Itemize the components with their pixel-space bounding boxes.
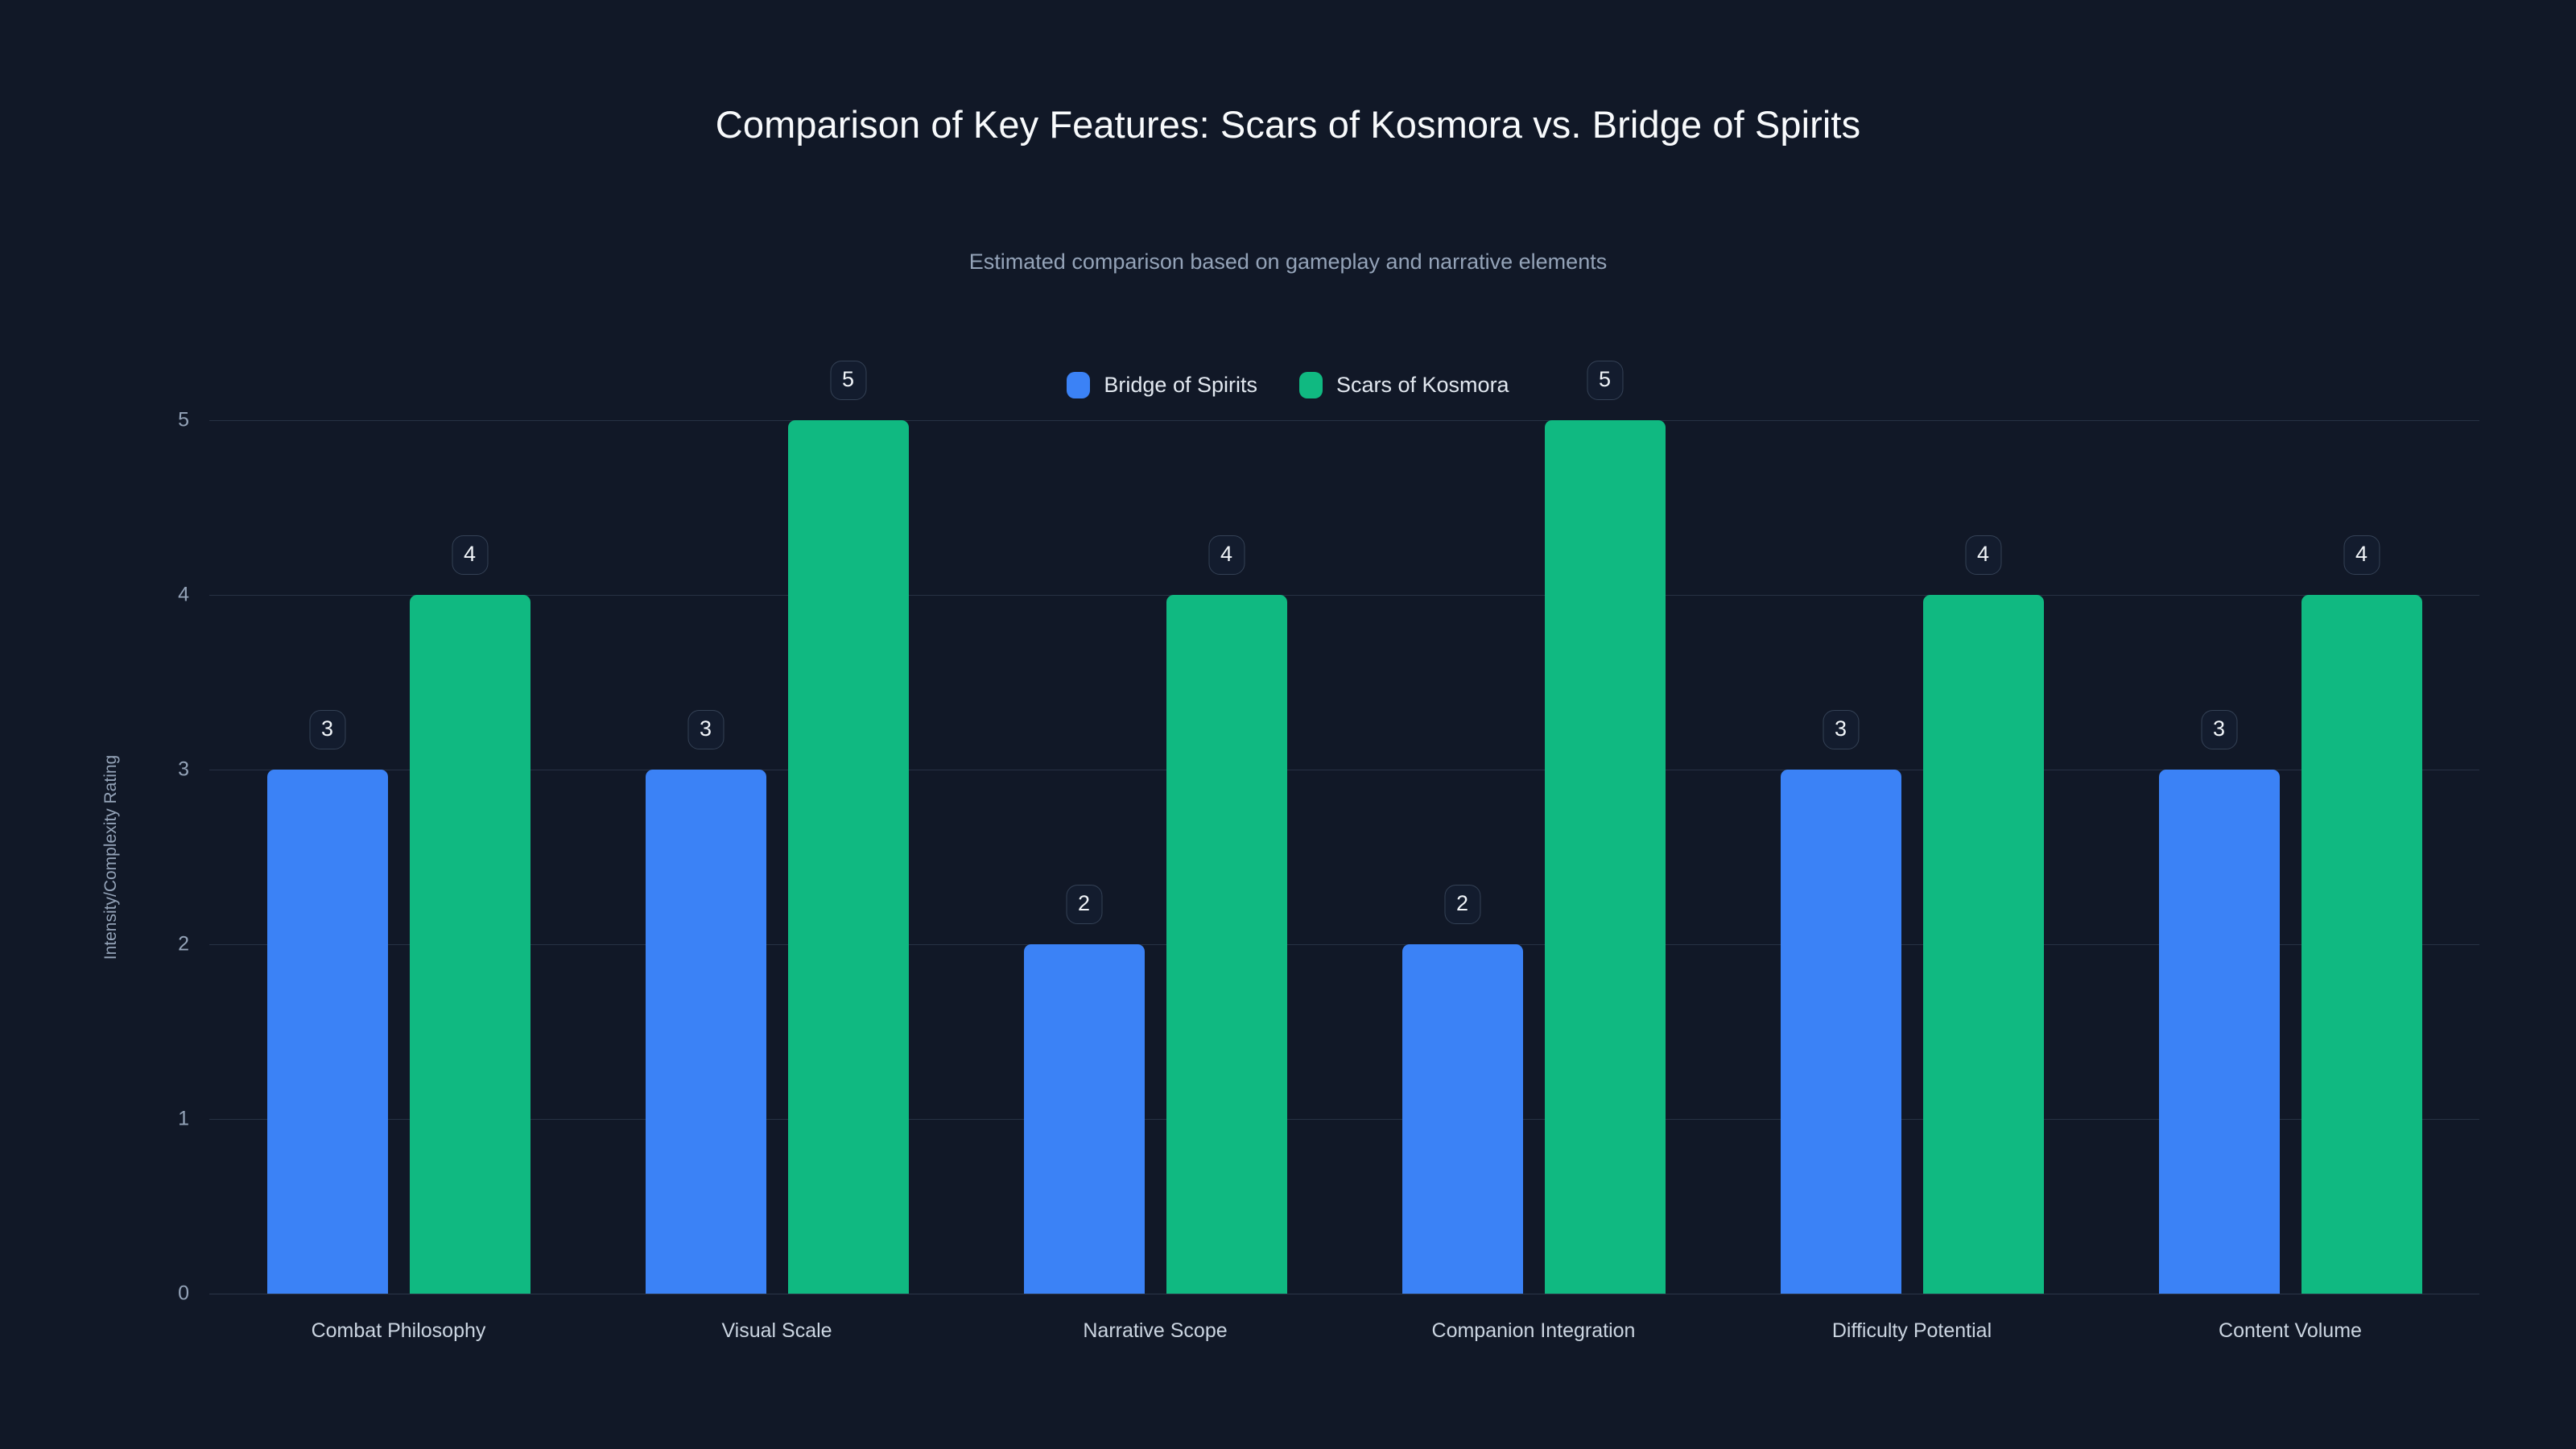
legend-swatch-icon [1067, 372, 1091, 398]
bar[interactable] [1166, 595, 1287, 1294]
bar[interactable] [787, 420, 909, 1294]
x-axis-label: Combat Philosophy [311, 1319, 486, 1342]
y-axis-title: Intensity/Complexity Rating [101, 754, 120, 960]
chart-legend: Bridge of Spirits Scars of Kosmora [0, 372, 2576, 398]
y-tick-label: 2 [178, 932, 189, 956]
x-axis-label: Companion Integration [1431, 1319, 1636, 1342]
value-badge: 5 [829, 361, 867, 400]
gridline [209, 1119, 2479, 1120]
bar[interactable] [2301, 595, 2422, 1294]
chart-subtitle: Estimated comparison based on gameplay a… [968, 250, 1608, 274]
plot-area [209, 420, 2479, 1294]
value-badge: 3 [1822, 710, 1860, 749]
gridline [209, 944, 2479, 945]
bar[interactable] [266, 770, 388, 1294]
y-tick-label: 5 [178, 408, 189, 431]
y-tick-label: 4 [178, 583, 189, 606]
gridline [209, 595, 2479, 596]
legend-swatch-icon [1299, 372, 1323, 398]
y-tick-label: 3 [178, 758, 189, 781]
value-badge: 2 [1443, 885, 1481, 924]
bar[interactable] [409, 595, 530, 1294]
value-badge: 4 [1964, 535, 2002, 575]
bar[interactable] [645, 770, 766, 1294]
chart-title: Comparison of Key Features: Scars of Kos… [715, 103, 1861, 146]
bar[interactable] [1544, 420, 1666, 1294]
value-badge: 4 [451, 535, 489, 575]
x-axis-label: Visual Scale [721, 1319, 832, 1342]
legend-label: Scars of Kosmora [1336, 373, 1509, 397]
bar[interactable] [1780, 770, 1901, 1294]
value-badge: 3 [2200, 710, 2238, 749]
value-badge: 5 [1586, 361, 1624, 400]
x-axis-label: Narrative Scope [1083, 1319, 1228, 1342]
bar[interactable] [1023, 944, 1145, 1294]
bar[interactable] [1922, 595, 2044, 1294]
value-badge: 3 [308, 710, 346, 749]
bar[interactable] [1402, 944, 1523, 1294]
legend-item-bridge-of-spirits[interactable]: Bridge of Spirits [1067, 372, 1257, 398]
y-tick-label: 1 [178, 1107, 189, 1130]
legend-item-scars-of-kosmora[interactable]: Scars of Kosmora [1299, 372, 1509, 398]
value-badge: 4 [2343, 535, 2380, 575]
value-badge: 2 [1065, 885, 1103, 924]
x-axis-label: Content Volume [2219, 1319, 2362, 1342]
legend-label: Bridge of Spirits [1104, 373, 1257, 397]
value-badge: 3 [687, 710, 724, 749]
y-tick-label: 0 [178, 1282, 189, 1305]
bar[interactable] [2158, 770, 2280, 1294]
x-axis-label: Difficulty Potential [1831, 1319, 1992, 1342]
value-badge: 4 [1208, 535, 1245, 575]
gridline [209, 420, 2479, 421]
